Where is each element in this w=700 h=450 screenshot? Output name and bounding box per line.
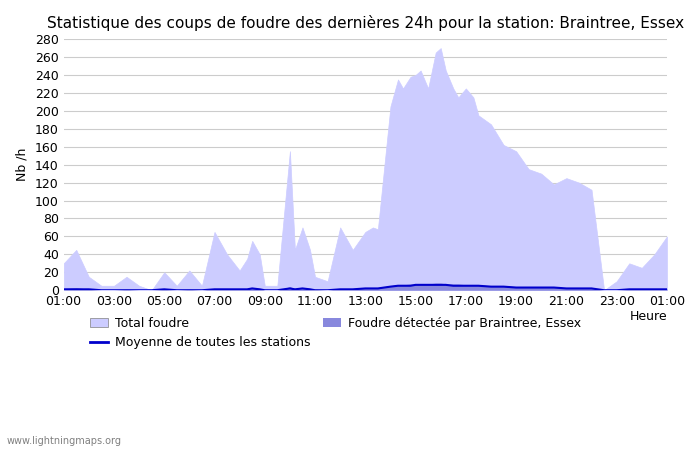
Title: Statistique des coups de foudre des dernières 24h pour la station: Braintree, Es: Statistique des coups de foudre des dern…	[47, 15, 684, 31]
Text: www.lightningmaps.org: www.lightningmaps.org	[7, 436, 122, 446]
Text: Heure: Heure	[629, 310, 667, 323]
Legend: Total foudre, Moyenne de toutes les stations, Foudre détectée par Braintree, Ess: Total foudre, Moyenne de toutes les stat…	[85, 312, 586, 354]
Y-axis label: Nb /h: Nb /h	[15, 148, 28, 181]
